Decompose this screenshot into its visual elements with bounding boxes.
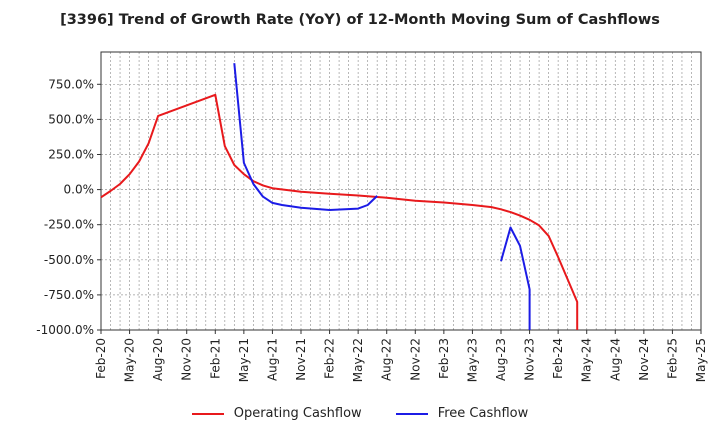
legend-item-free-cashflow: Free Cashflow bbox=[395, 406, 529, 421]
x-tick-label: May-25 bbox=[694, 338, 708, 382]
x-tick-label: Feb-25 bbox=[665, 338, 679, 379]
legend: Operating Cashflow Free Cashflow bbox=[0, 406, 720, 421]
x-tick-label: May-20 bbox=[123, 338, 137, 382]
axes: 750.0% 500.0% 250.0% 0.0% -250.0% -500.0% -750… bbox=[36, 51, 708, 382]
legend-label-operating-cashflow: Operating Cashflow bbox=[233, 406, 362, 421]
x-tick-label: Feb-23 bbox=[437, 338, 451, 379]
x-tick-label: Feb-21 bbox=[208, 338, 222, 379]
y-tick-label: 250.0% bbox=[48, 147, 94, 161]
y-tick-label: 750.0% bbox=[48, 77, 94, 91]
x-tick-label: Nov-22 bbox=[408, 338, 422, 381]
x-tick-label: May-21 bbox=[237, 338, 251, 382]
y-tick-label: -250.0% bbox=[44, 218, 94, 232]
y-tick-label: 0.0% bbox=[64, 183, 95, 197]
legend-swatch-operating-cashflow bbox=[191, 412, 224, 415]
x-tick-label: Nov-23 bbox=[523, 338, 537, 381]
series-line-free-cashflow bbox=[233, 63, 378, 211]
grid bbox=[100, 52, 702, 331]
x-tick-label: Nov-20 bbox=[180, 338, 194, 381]
x-tick-label: Aug-23 bbox=[494, 338, 508, 381]
series-line-free-cashflow bbox=[500, 226, 531, 330]
x-tick-label: Aug-21 bbox=[265, 338, 279, 381]
line-chart: 750.0% 500.0% 250.0% 0.0% -250.0% -500.0% -750… bbox=[36, 51, 708, 382]
x-tick-label: Aug-22 bbox=[380, 338, 394, 381]
x-tick-label: Aug-24 bbox=[608, 338, 622, 381]
x-tick-label: Nov-24 bbox=[637, 338, 651, 381]
y-tick-label: -1000.0% bbox=[36, 323, 94, 337]
legend-label-free-cashflow: Free Cashflow bbox=[437, 406, 529, 421]
series bbox=[100, 63, 579, 330]
x-tick-label: May-24 bbox=[580, 338, 594, 382]
legend-item-operating-cashflow: Operating Cashflow bbox=[191, 406, 362, 421]
x-tick-label: Feb-22 bbox=[323, 338, 337, 379]
y-tick-label: -750.0% bbox=[44, 288, 94, 302]
x-tick-label: Feb-20 bbox=[94, 338, 108, 379]
x-tick-label: May-23 bbox=[465, 338, 479, 382]
x-tick-label: May-22 bbox=[351, 338, 365, 382]
x-tick-label: Nov-21 bbox=[294, 338, 308, 381]
chart-title: [3396] Trend of Growth Rate (YoY) of 12-… bbox=[60, 12, 660, 28]
y-tick-label: 500.0% bbox=[48, 112, 94, 126]
series-line-operating-cashflow bbox=[100, 93, 579, 330]
plot-border bbox=[100, 51, 702, 331]
x-tick-label: Feb-24 bbox=[551, 338, 565, 379]
y-tick-label: -500.0% bbox=[44, 253, 94, 267]
legend-swatch-free-cashflow bbox=[395, 412, 428, 415]
x-tick-label: Aug-20 bbox=[151, 338, 165, 381]
